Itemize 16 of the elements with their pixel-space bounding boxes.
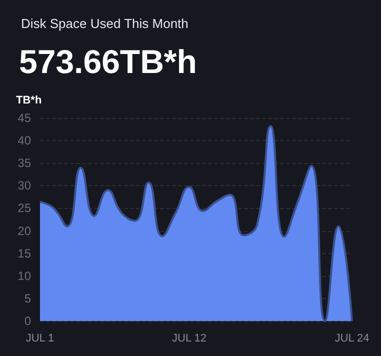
x-tick-label: JUL 12 [172, 332, 206, 344]
y-axis-title: TB*h [16, 94, 42, 106]
y-tick-label: 5 [24, 291, 32, 306]
y-tick-label: 20 [18, 224, 32, 238]
y-tick-label: 25 [18, 201, 32, 216]
y-tick-label: 30 [18, 178, 32, 193]
y-tick-label: 40 [18, 134, 32, 148]
x-tick-label: JUL 24 [334, 332, 370, 344]
chart-subtitle: 573.66TB*h [19, 43, 197, 80]
y-tick-label: 35 [18, 156, 32, 170]
y-tick-label: 0 [24, 314, 32, 328]
y-tick-label: 45 [18, 111, 32, 125]
y-tick-label: 15 [18, 246, 32, 260]
chart-title: Disk Space Used This Month [21, 16, 188, 31]
x-tick-label: JUL 1 [26, 332, 54, 344]
y-tick-label: 10 [18, 268, 32, 283]
